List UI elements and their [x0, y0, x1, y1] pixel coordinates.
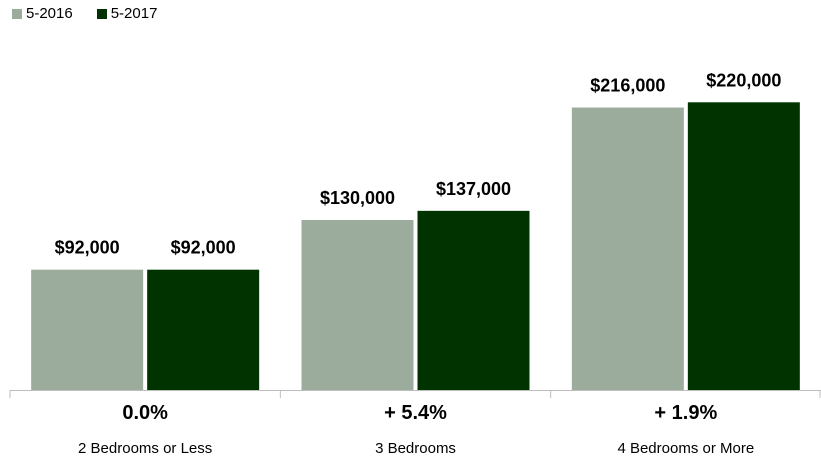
- bar-2016-0: [31, 269, 144, 390]
- bar-2017-0: [147, 269, 260, 390]
- change-label-1: + 5.4%: [384, 402, 447, 424]
- change-label-2: + 1.9%: [654, 402, 717, 424]
- data-label-2016-1: $130,000: [320, 188, 395, 208]
- data-label-2017-2: $220,000: [706, 70, 781, 90]
- legend: 5-2016 5-2017: [12, 5, 157, 23]
- legend-item-2017: 5-2017: [96, 5, 158, 23]
- change-label-0: 0.0%: [122, 402, 168, 424]
- data-label-2016-2: $216,000: [590, 76, 665, 96]
- data-label-2017-0: $92,000: [171, 238, 236, 258]
- category-label-0: 2 Bedrooms or Less: [78, 440, 212, 457]
- category-label-2: 4 Bedrooms or More: [617, 440, 754, 457]
- legend-swatch-2017: [96, 9, 107, 19]
- legend-label-2016: 5-2016: [26, 5, 73, 22]
- bar-2017-2: [687, 102, 800, 391]
- bar-2016-1: [301, 220, 414, 390]
- bar-2017-1: [417, 210, 530, 390]
- bar-2016-2: [571, 107, 684, 391]
- legend-swatch-2016: [12, 9, 22, 19]
- category-label-1: 3 Bedrooms: [375, 440, 456, 457]
- legend-label-2017: 5-2017: [110, 5, 158, 22]
- data-label-2016-0: $92,000: [55, 238, 120, 258]
- legend-item-2016: 5-2016: [12, 5, 73, 23]
- data-label-2017-1: $137,000: [436, 179, 511, 199]
